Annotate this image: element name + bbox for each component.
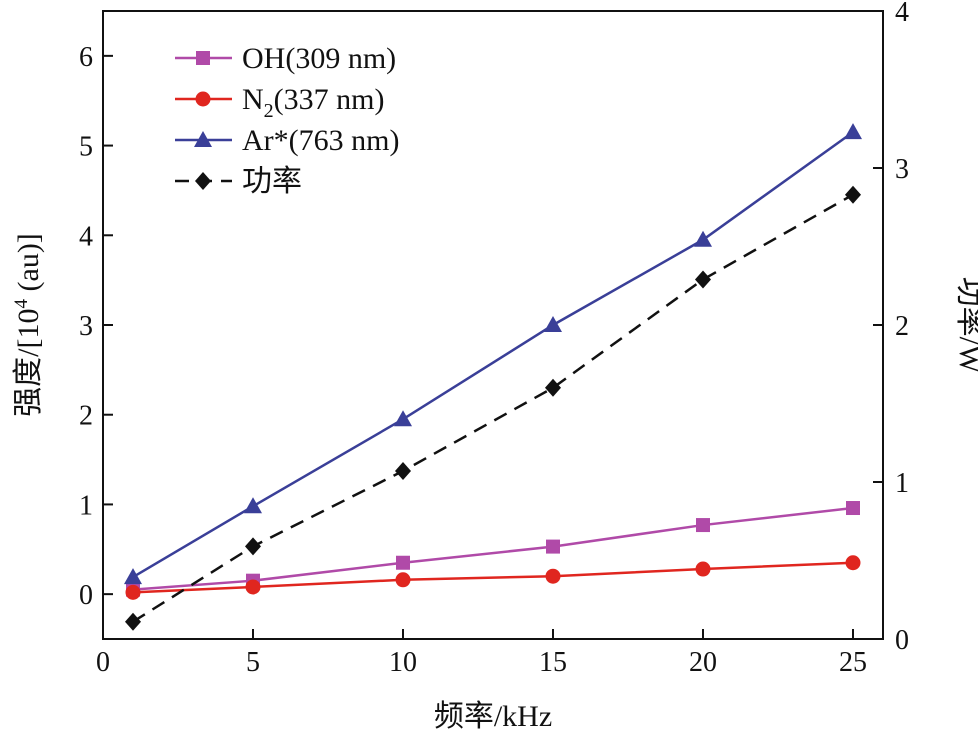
y-right-tick-label: 4 (895, 0, 909, 28)
legend-item: N2(337 nm) (175, 83, 385, 122)
data-point (245, 537, 261, 556)
x-tick-label: 0 (96, 647, 110, 678)
y-right-tick-label: 3 (895, 154, 909, 185)
series-line (132, 506, 854, 591)
y-right-tick-label: 2 (895, 311, 909, 342)
legend-label-sub: 2 (264, 100, 274, 122)
legend-marker (196, 51, 210, 65)
series-2 (124, 123, 862, 585)
x-tick-label: 25 (839, 647, 867, 678)
y-left-tick-label: 6 (79, 42, 93, 73)
data-point (395, 462, 411, 481)
data-point (245, 579, 261, 595)
x-tick-label: 15 (539, 647, 567, 678)
y-axis-label-left-sup: 4 (11, 298, 32, 308)
series-1 (125, 555, 861, 600)
x-tick-label: 20 (689, 647, 717, 678)
legend-label: N2(337 nm) (242, 83, 385, 122)
x-tick-label: 10 (389, 647, 417, 678)
data-point (844, 123, 862, 140)
y-axis-label-left-tail: (au)] (12, 233, 45, 299)
y-axis-label-left-main: 强度/[10 (12, 308, 45, 416)
legend-label-main: N (242, 83, 264, 116)
legend-label: Ar*(763 nm) (242, 124, 399, 157)
y-right-tick-label: 0 (895, 625, 909, 656)
y-left-tick-label: 0 (79, 580, 93, 611)
legend-label: OH(309 nm) (242, 42, 396, 75)
y-left-tick-label: 1 (79, 490, 93, 521)
y-right-tick-label: 1 (895, 468, 909, 499)
data-point (396, 555, 410, 570)
legend-label-main: Ar*(763 nm) (242, 124, 399, 157)
y-left-tick-label: 4 (79, 221, 93, 252)
y-left-tick-label: 2 (79, 401, 93, 432)
series-group (124, 123, 862, 631)
legend-item: 功率 (175, 165, 302, 198)
data-point (845, 555, 861, 571)
series-line (132, 193, 854, 623)
data-point (244, 497, 262, 514)
legend-item: OH(309 nm) (175, 42, 396, 75)
legend-marker (195, 91, 211, 107)
y-axis-label-right: 功率/W (953, 277, 978, 374)
plot-frame (102, 10, 884, 640)
y-axis-label-left: 强度/[104 (au)] (11, 233, 45, 417)
data-point (125, 584, 141, 600)
data-point (124, 568, 142, 585)
series-3 (125, 185, 861, 631)
data-point (695, 270, 711, 289)
data-point (546, 539, 560, 554)
data-point (395, 572, 411, 588)
data-point (846, 501, 860, 516)
axis-ticks: 0 5 10 15 20 25 0 1 2 3 4 5 6 0 1 2 3 4 (79, 0, 909, 678)
data-point (125, 612, 141, 631)
y-left-tick-label: 5 (79, 132, 93, 163)
series-0 (126, 501, 860, 597)
legend-marker (195, 172, 211, 190)
legend-label-main: 功率 (242, 165, 302, 198)
legend-label: 功率 (242, 165, 302, 198)
legend-item: Ar*(763 nm) (175, 124, 399, 157)
series-line (132, 131, 854, 579)
legend-label-tail: (337 nm) (274, 83, 385, 116)
data-point (545, 378, 561, 397)
data-point (696, 518, 710, 533)
y-left-tick-label: 3 (79, 311, 93, 342)
data-point (545, 568, 561, 584)
legend: OH(309 nm)N2(337 nm)Ar*(763 nm)功率 (175, 42, 399, 198)
x-tick-label: 5 (246, 647, 260, 678)
data-point (845, 185, 861, 204)
x-axis-label: 频率/kHz (434, 700, 552, 732)
data-point (394, 410, 412, 427)
series-line (132, 561, 854, 594)
data-point (694, 230, 712, 247)
data-point (695, 561, 711, 577)
data-point (544, 316, 562, 332)
legend-marker (194, 131, 212, 147)
legend-label-main: OH(309 nm) (242, 42, 396, 75)
